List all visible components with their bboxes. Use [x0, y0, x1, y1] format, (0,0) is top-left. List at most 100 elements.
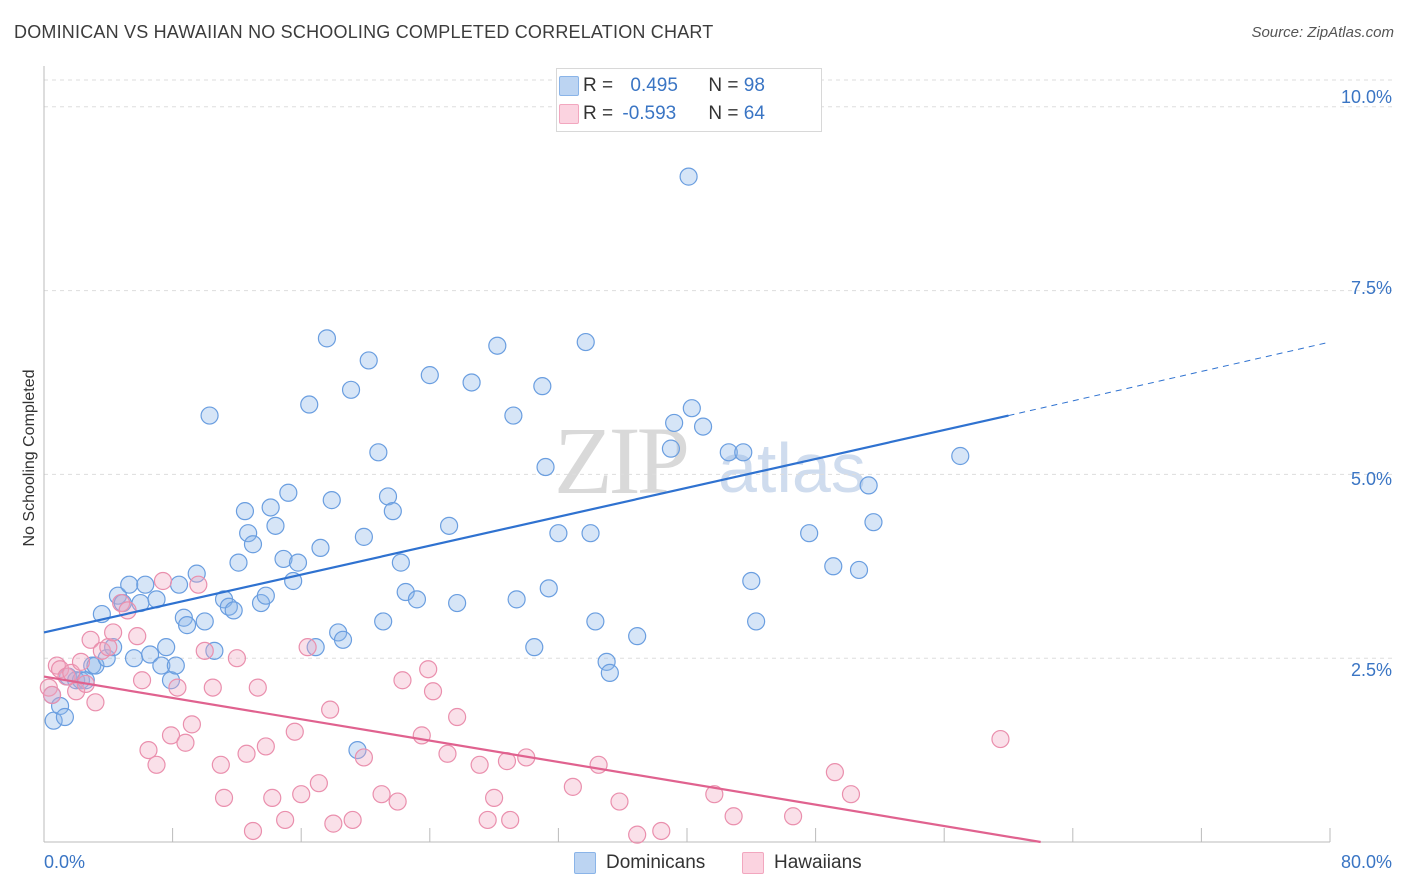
dominican-point — [800, 524, 819, 543]
dominican-point — [549, 524, 568, 543]
legend-pink-swatch-icon — [742, 852, 764, 874]
dominican-point — [120, 575, 139, 594]
hawaiian-point — [195, 641, 214, 660]
dominican-point — [317, 329, 337, 348]
y-tick-label-2-5: 2.5% — [1350, 660, 1392, 680]
hawaiian-point — [153, 571, 173, 591]
dominican-point — [288, 553, 308, 572]
dominican-point — [341, 380, 361, 399]
y-tick-label-7-5: 7.5% — [1350, 278, 1392, 298]
dominican-point — [322, 491, 341, 510]
dominican-point — [849, 560, 869, 580]
hawaiian-point — [168, 678, 187, 697]
dominican-point — [261, 498, 280, 517]
dominican-point — [266, 516, 285, 535]
dominican-point — [333, 630, 353, 649]
y-tick-label-10: 10.0% — [1340, 87, 1392, 107]
dominican-point — [628, 627, 647, 646]
dominican-point — [195, 612, 214, 631]
hawaiian-point — [214, 788, 234, 807]
hawaiian-point — [189, 575, 208, 594]
dominican-point — [166, 656, 185, 675]
dominican-point — [864, 513, 883, 532]
stat-r-label: R = — [583, 103, 619, 124]
hawaiian-point — [423, 682, 443, 701]
watermark-zip: ZIP — [554, 407, 690, 514]
hawaiian-point — [841, 785, 861, 804]
hawaiian-point — [71, 652, 91, 671]
dominican-point — [682, 399, 701, 418]
stat-r-value: -0.593 — [622, 103, 677, 124]
dominican-point — [55, 707, 74, 727]
dominican-point — [747, 612, 766, 631]
stats-row-dominicans: R = 0.495 N = 98 — [559, 73, 765, 99]
dominican-point — [504, 406, 523, 425]
dominican-point — [104, 638, 123, 657]
hawaiian-point — [86, 693, 105, 712]
hawaiian-point — [161, 726, 181, 745]
dominican-point — [525, 638, 544, 657]
hawaiian-point — [309, 774, 328, 793]
dominican-point — [439, 516, 459, 535]
hawaiian-point — [825, 763, 844, 782]
hawaiian-point — [991, 729, 1010, 749]
dominican-point — [600, 663, 619, 682]
dominican-point — [391, 553, 410, 572]
dominican-point — [407, 590, 427, 609]
hawaiian-point — [139, 740, 158, 760]
dominican-point — [279, 483, 298, 502]
hawaiian-point — [263, 788, 282, 807]
dominican-point — [205, 641, 224, 660]
hawaiian-point — [182, 715, 201, 734]
dominican-point — [539, 579, 558, 598]
dominican-point — [576, 332, 595, 352]
dominican-point — [951, 446, 970, 466]
dominican-point — [354, 527, 373, 546]
hawaiian-point — [50, 660, 70, 679]
stat-n-value: 98 — [743, 75, 765, 96]
hawaiian-point — [419, 660, 438, 679]
dominican-point — [383, 502, 402, 521]
hawaiian-point — [372, 785, 391, 804]
dominican-point — [152, 656, 171, 675]
hawaiian-point — [321, 700, 340, 719]
dominican-point — [140, 645, 160, 664]
stats-box: R = 0.495 N = 98 R = -0.593 N = 64 — [556, 68, 822, 132]
hawaiian-point — [243, 821, 263, 841]
legend-dominicans[interactable]: Dominicans — [574, 852, 705, 874]
dominican-point — [488, 336, 507, 355]
hawaiian-point — [388, 792, 407, 811]
dominican-point — [124, 649, 144, 668]
hawaiian-point — [248, 678, 267, 697]
hawaiian-point — [128, 627, 147, 646]
hawaiian-point — [256, 737, 275, 756]
dominican-point — [581, 524, 600, 543]
dominican-point — [533, 377, 552, 396]
stat-n-label: N = — [708, 103, 744, 124]
dominican-point — [348, 740, 367, 760]
dominican-point — [507, 590, 526, 609]
dominican-point — [369, 443, 388, 462]
dominican-point — [824, 557, 843, 576]
hawaiian-point — [324, 814, 343, 833]
dominican-point — [157, 638, 176, 657]
hawaiian-point — [501, 810, 520, 830]
legend-label: Hawaiians — [774, 852, 862, 873]
hawaiian-point — [485, 788, 504, 807]
hawaiian-point — [118, 601, 137, 620]
hawaiian-point — [104, 623, 123, 642]
dominican-point — [224, 601, 243, 620]
pink-swatch-icon — [559, 104, 579, 124]
dominican-point — [243, 535, 263, 554]
hawaiian-point — [705, 785, 724, 804]
stat-r-label: R = — [583, 75, 619, 96]
y-tick-label-5: 5.0% — [1350, 469, 1392, 489]
stat-n-value: 64 — [743, 103, 765, 124]
hawaiian-point — [563, 777, 582, 796]
legend-hawaiians[interactable]: Hawaiians — [742, 852, 862, 874]
hawaiian-point — [298, 638, 317, 657]
dominican-point — [235, 502, 255, 521]
hawaiian-point — [276, 810, 295, 830]
hawaiian-point — [132, 671, 152, 690]
